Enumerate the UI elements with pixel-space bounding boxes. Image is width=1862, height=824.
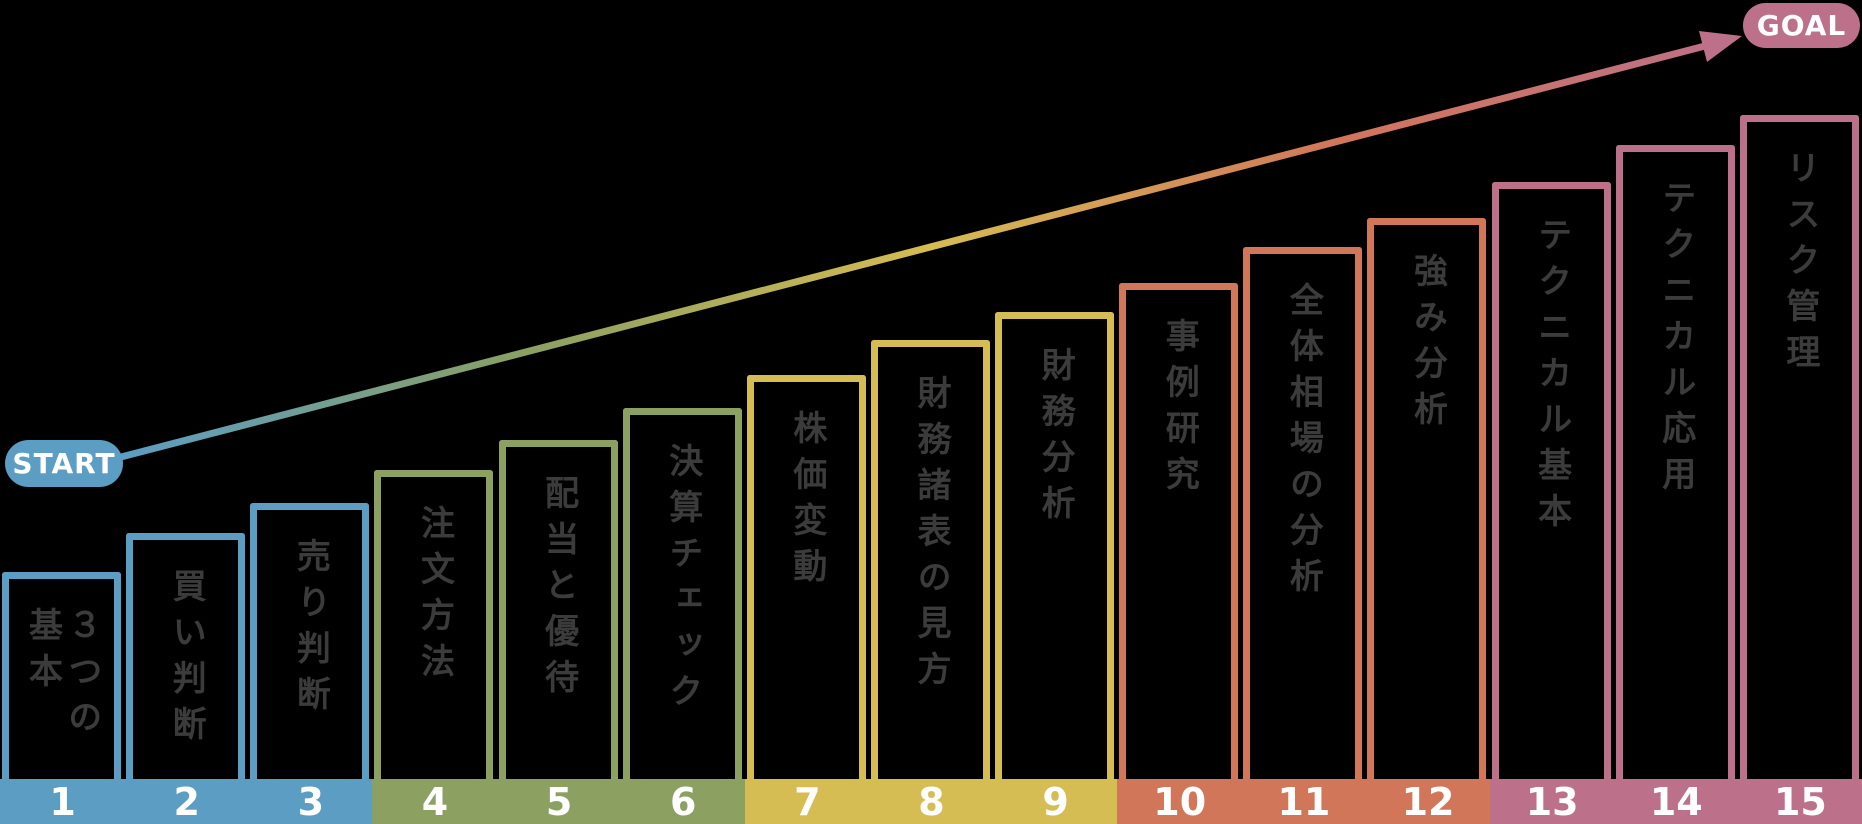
step-label: 強み分析 xyxy=(1407,253,1448,437)
step-number-cell: 14 xyxy=(1613,779,1739,824)
step-number: 11 xyxy=(1277,779,1331,824)
step-number-cell: 2 xyxy=(124,779,250,824)
step-label: リスク管理 xyxy=(1779,150,1820,380)
step-number-cell: 10 xyxy=(1117,779,1243,824)
step-number: 5 xyxy=(545,779,573,824)
step-label: 決算チェック xyxy=(662,443,703,719)
step-number-cell: 1 xyxy=(0,779,126,824)
step-number: 15 xyxy=(1773,779,1827,824)
step-bar: 全体相場の分析 xyxy=(1243,247,1363,779)
step-number-cell: 5 xyxy=(496,779,622,824)
step-number: 10 xyxy=(1153,779,1207,824)
step-number: 4 xyxy=(421,779,449,824)
step-number: 3 xyxy=(297,779,325,824)
step-bar: 注文方法 xyxy=(374,470,494,779)
step-label: 売り判断 xyxy=(290,538,331,722)
step-number-cell: 11 xyxy=(1241,779,1367,824)
step-number-cell: 9 xyxy=(993,779,1119,824)
step-number: 8 xyxy=(918,779,945,824)
step-number-cell: 13 xyxy=(1489,779,1615,824)
step-number: 14 xyxy=(1649,779,1703,824)
step-bar: リスク管理 xyxy=(1739,115,1859,779)
step-label: 配当と優待 xyxy=(538,475,579,705)
goal-badge: GOAL xyxy=(1743,3,1860,48)
arrowhead-icon xyxy=(1699,31,1742,62)
step-number-cell: 4 xyxy=(372,779,498,824)
step-number-cell: 7 xyxy=(744,779,870,824)
step-label: テクニカル応用 xyxy=(1655,180,1696,502)
step-label: 事例研究 xyxy=(1159,318,1200,502)
step-label: 買い判断 xyxy=(166,568,207,752)
step-number: 9 xyxy=(1042,779,1069,824)
step-bar: 決算チェック xyxy=(622,408,742,779)
step-number: 7 xyxy=(794,779,821,824)
step-number: 1 xyxy=(49,779,76,824)
step-number-cell: 6 xyxy=(620,779,746,824)
step-number-cell: 12 xyxy=(1365,779,1491,824)
step-bar: 強み分析 xyxy=(1367,218,1487,779)
step-bar: ３つの基本 xyxy=(2,572,121,779)
step-bar: 株価変動 xyxy=(746,375,866,779)
step-bar: 事例研究 xyxy=(1119,283,1239,779)
step-number-cell: 15 xyxy=(1737,779,1862,824)
step-number: 6 xyxy=(669,779,697,824)
step-bar: 買い判断 xyxy=(126,533,246,779)
step-number: 13 xyxy=(1525,779,1579,824)
step-label: ３つの基本 xyxy=(22,607,102,745)
step-bar: 配当と優待 xyxy=(498,440,618,779)
step-bar: 売り判断 xyxy=(250,503,370,779)
step-label: 財務分析 xyxy=(1035,347,1076,531)
step-bar: テクニカル応用 xyxy=(1615,145,1735,779)
step-label: 株価変動 xyxy=(786,410,827,594)
step-number: 12 xyxy=(1401,779,1455,824)
step-number-cell: 8 xyxy=(868,779,995,824)
step-bar: 財務分析 xyxy=(995,312,1115,779)
step-number: 2 xyxy=(173,779,200,824)
step-bar: 財務諸表の見方 xyxy=(870,340,990,779)
step-label: テクニカル基本 xyxy=(1531,217,1572,539)
step-label: 全体相場の分析 xyxy=(1283,282,1324,604)
step-bar: テクニカル基本 xyxy=(1491,182,1611,779)
step-label: 注文方法 xyxy=(414,505,455,689)
step-number-cell: 3 xyxy=(248,779,374,824)
step-label: 財務諸表の見方 xyxy=(910,375,951,697)
start-badge: START xyxy=(5,440,123,487)
